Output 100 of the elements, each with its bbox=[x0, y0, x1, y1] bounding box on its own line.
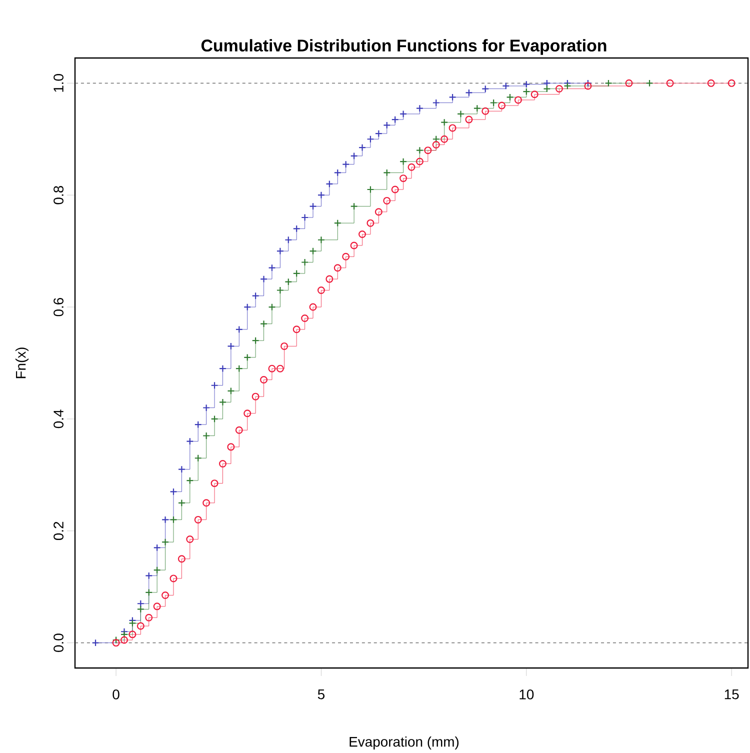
point bbox=[276, 247, 284, 255]
point bbox=[210, 480, 218, 488]
point bbox=[210, 382, 218, 390]
point bbox=[244, 410, 252, 418]
x-tick-label: 0 bbox=[112, 690, 120, 700]
point bbox=[432, 140, 440, 148]
point bbox=[120, 630, 128, 638]
point bbox=[178, 466, 186, 474]
y-tick-label: 0.6 bbox=[54, 298, 64, 316]
point bbox=[153, 566, 161, 574]
x-axis-title: Evaporation (mm) bbox=[350, 736, 459, 750]
point bbox=[326, 180, 334, 188]
point bbox=[374, 208, 382, 216]
point bbox=[162, 591, 170, 599]
point bbox=[416, 104, 424, 112]
point bbox=[400, 158, 408, 166]
point bbox=[194, 420, 202, 428]
point bbox=[202, 499, 210, 507]
point bbox=[465, 116, 473, 124]
point bbox=[424, 146, 432, 154]
point bbox=[284, 278, 292, 286]
point bbox=[416, 158, 424, 166]
point bbox=[218, 398, 226, 406]
point bbox=[383, 121, 391, 129]
point bbox=[284, 236, 292, 244]
point bbox=[136, 622, 144, 630]
point bbox=[383, 196, 391, 204]
point bbox=[366, 219, 374, 227]
point bbox=[448, 93, 456, 101]
point bbox=[350, 152, 358, 160]
point bbox=[244, 354, 252, 362]
point bbox=[260, 320, 268, 328]
point bbox=[400, 174, 408, 182]
point bbox=[218, 460, 226, 468]
point bbox=[666, 79, 674, 87]
point bbox=[260, 275, 268, 283]
point bbox=[186, 438, 194, 446]
x-tick-label: 10 bbox=[520, 690, 534, 700]
point bbox=[136, 605, 144, 613]
point bbox=[514, 96, 522, 104]
point bbox=[391, 116, 399, 124]
point bbox=[350, 202, 358, 210]
point bbox=[309, 202, 317, 210]
point bbox=[440, 135, 448, 143]
point bbox=[502, 82, 510, 90]
point bbox=[366, 186, 374, 194]
point bbox=[252, 392, 260, 400]
point bbox=[162, 516, 170, 524]
point bbox=[530, 90, 538, 98]
point bbox=[292, 326, 300, 334]
point bbox=[301, 214, 309, 222]
point bbox=[276, 364, 284, 372]
point bbox=[498, 102, 506, 110]
point bbox=[227, 387, 235, 395]
point bbox=[178, 555, 186, 563]
point bbox=[317, 236, 325, 244]
point bbox=[334, 168, 342, 176]
point bbox=[604, 79, 612, 87]
point bbox=[162, 538, 170, 546]
point bbox=[202, 404, 210, 412]
point bbox=[145, 588, 153, 596]
point bbox=[112, 636, 120, 644]
point bbox=[170, 574, 178, 582]
point bbox=[268, 303, 276, 311]
y-tick-label: 0.4 bbox=[54, 410, 64, 428]
point bbox=[235, 364, 243, 372]
point bbox=[440, 118, 448, 126]
y-tick-label: 0.2 bbox=[54, 522, 64, 540]
x-tick-label: 5 bbox=[318, 690, 325, 700]
point bbox=[186, 476, 194, 484]
point bbox=[276, 286, 284, 294]
point bbox=[227, 443, 235, 451]
y-tick-label: 1.0 bbox=[54, 74, 64, 92]
point bbox=[218, 364, 226, 372]
point bbox=[170, 488, 178, 496]
point bbox=[128, 619, 136, 627]
point bbox=[366, 135, 374, 143]
point bbox=[252, 292, 260, 300]
point bbox=[584, 82, 592, 90]
x-tick-label: 15 bbox=[724, 690, 739, 700]
point bbox=[358, 144, 366, 152]
point bbox=[252, 336, 260, 344]
point bbox=[194, 454, 202, 462]
point bbox=[210, 415, 218, 423]
point bbox=[112, 639, 120, 647]
point bbox=[309, 247, 317, 255]
point bbox=[202, 432, 210, 440]
point bbox=[391, 186, 399, 194]
point bbox=[145, 614, 153, 622]
point bbox=[235, 426, 243, 434]
point bbox=[543, 85, 551, 93]
point bbox=[120, 636, 128, 644]
point bbox=[317, 191, 325, 199]
y-tick-label: 0.0 bbox=[54, 634, 64, 652]
point bbox=[584, 79, 592, 87]
point bbox=[543, 79, 551, 87]
point bbox=[260, 376, 268, 384]
point bbox=[646, 79, 654, 87]
point bbox=[400, 110, 408, 118]
point bbox=[555, 85, 563, 93]
